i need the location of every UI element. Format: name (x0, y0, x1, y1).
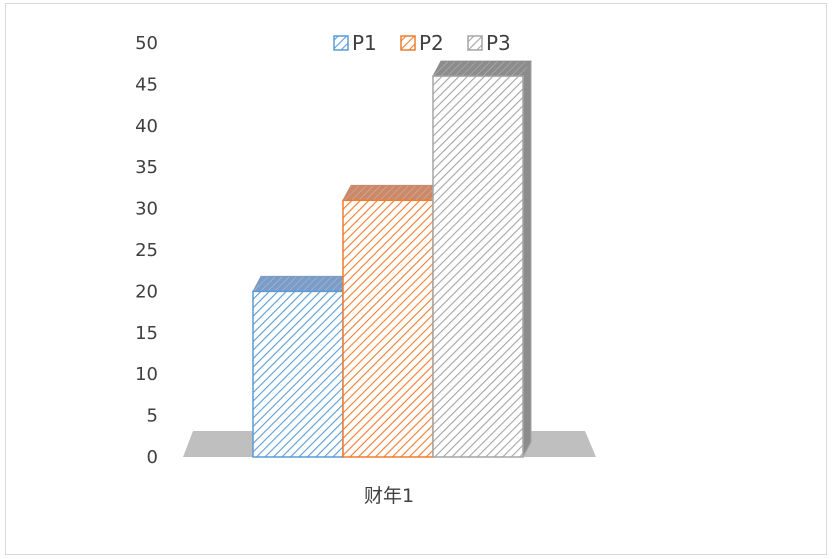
bar-p3 (432, 60, 532, 458)
legend-item-p3: P3 (467, 31, 511, 55)
y-tick-label: 50 (135, 33, 158, 54)
y-tick-label: 15 (135, 323, 158, 344)
bar-top-face (432, 60, 532, 77)
bar-p2 (342, 184, 442, 458)
legend-label: P2 (419, 31, 444, 55)
legend-item-p2: P2 (400, 31, 444, 55)
legend-swatch (333, 35, 349, 51)
x-category-label: 财年1 (364, 485, 414, 507)
y-tick-label: 0 (147, 447, 158, 468)
bar-top-face (342, 184, 442, 201)
y-tick-label: 20 (135, 281, 158, 302)
legend-item-p1: P1 (333, 31, 377, 55)
y-tick-label: 30 (135, 199, 158, 220)
y-tick-label: 5 (147, 406, 158, 427)
legend-label: P1 (352, 31, 377, 55)
bar-front-face (252, 290, 344, 458)
bar-top-face (252, 275, 352, 292)
bar-front-face (342, 199, 434, 458)
bar-front-face (432, 75, 524, 458)
y-tick-label: 45 (135, 74, 158, 95)
y-tick-label: 40 (135, 116, 158, 137)
bar-p1 (252, 275, 352, 458)
legend-swatch (467, 35, 483, 51)
y-tick-label: 35 (135, 157, 158, 178)
y-tick-label: 25 (135, 240, 158, 261)
legend-label: P3 (486, 31, 511, 55)
legend-swatch (400, 35, 416, 51)
y-tick-label: 10 (135, 364, 158, 385)
